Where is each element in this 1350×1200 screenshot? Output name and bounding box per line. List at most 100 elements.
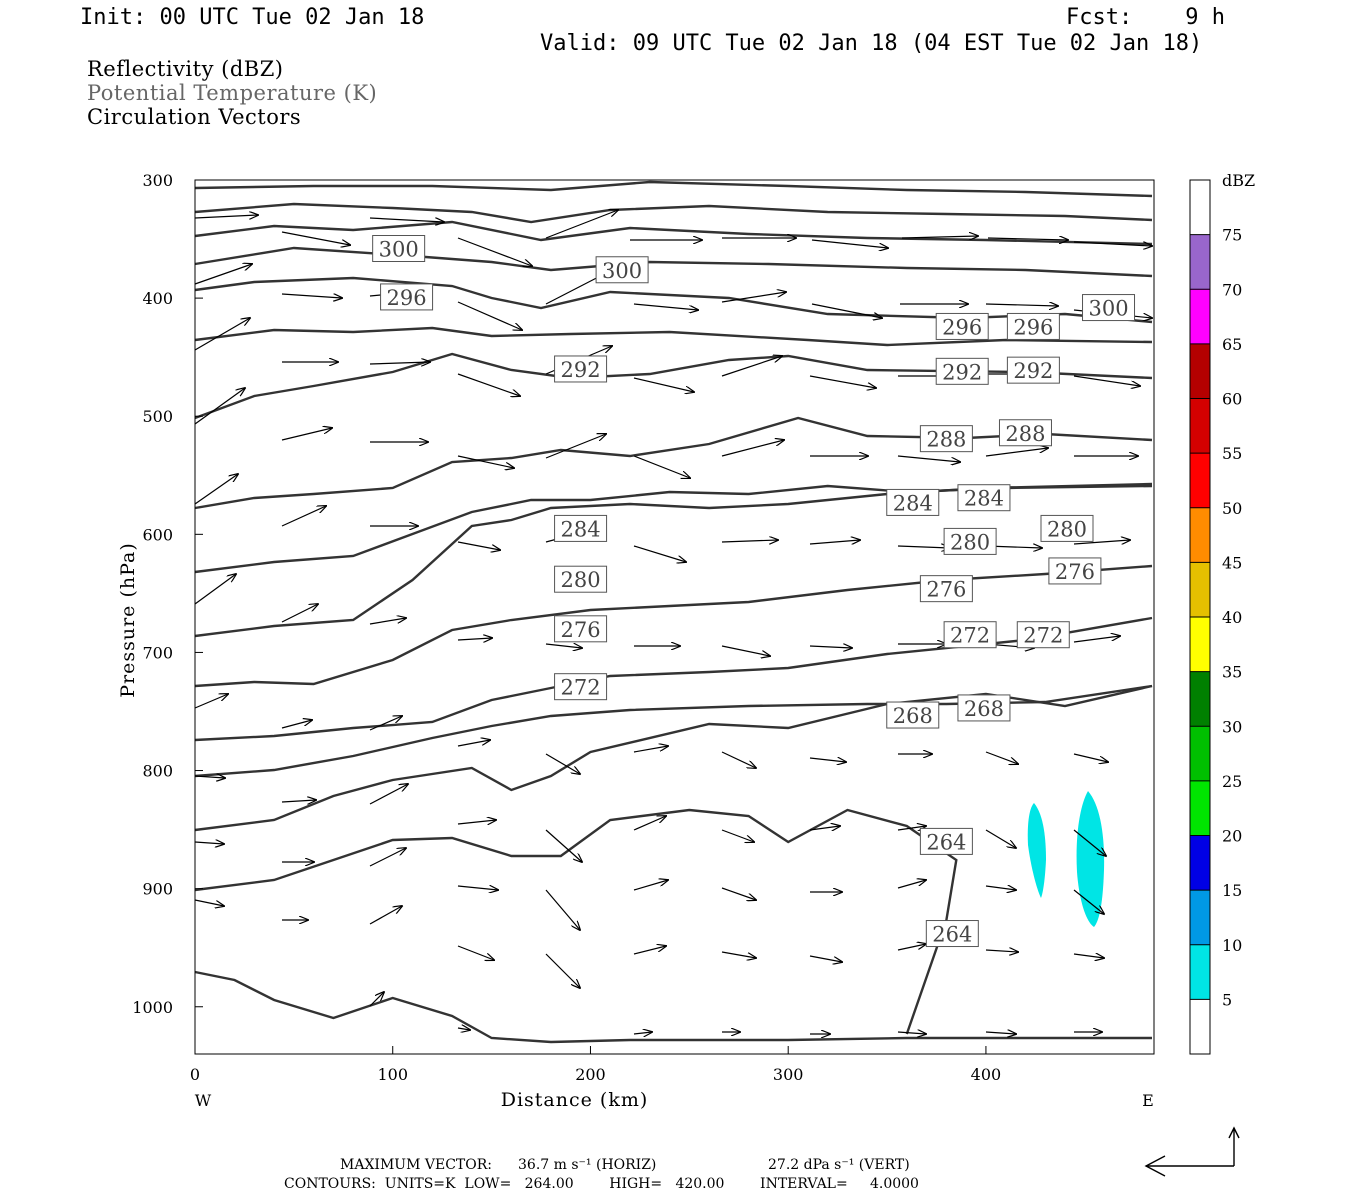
contour-label: 300: [602, 259, 642, 283]
wind-vector: [985, 448, 1048, 457]
colorbar-label: 50: [1222, 499, 1242, 518]
wind-vector: [633, 946, 666, 955]
wind-vector: [897, 880, 926, 889]
colorbar-label: 35: [1222, 663, 1242, 682]
contours-info: CONTOURS: UNITS=K LOW= 264.00 HIGH= 420.…: [284, 1176, 919, 1192]
contour-label-box: [886, 488, 940, 516]
contour-label-box: [943, 621, 997, 649]
contour-label-box: [998, 419, 1052, 447]
wind-vector: [457, 945, 494, 960]
colorbar-segment: [1190, 726, 1210, 781]
wind-vector: [545, 753, 580, 774]
wind-vector: [985, 1032, 1016, 1034]
contour-label-box: [935, 357, 989, 385]
wind-vector: [457, 541, 500, 550]
y-tick-label: 300: [142, 171, 173, 190]
wind-vector: [457, 237, 532, 266]
x-tick-label: 100: [377, 1065, 408, 1084]
wind-vector: [1073, 375, 1140, 386]
forecast-hour: Fcst: 9 h: [1066, 5, 1225, 30]
y-tick-label: 700: [142, 643, 173, 662]
wind-vector: [194, 899, 224, 906]
title-circulation-vectors: Circulation Vectors: [87, 105, 302, 129]
wind-vector: [369, 716, 402, 731]
contour-label: 264: [932, 923, 972, 947]
wind-vector: [897, 944, 926, 951]
wind-vector: [369, 217, 444, 222]
contour-label-box: [372, 235, 426, 263]
wind-vector: [721, 751, 756, 768]
contour-label: 284: [561, 517, 601, 541]
wind-vector: [194, 318, 250, 351]
colorbar: 5 10 15 20 25 30 35 40 45 50 55 60 65 70 75 dBZ: [1189, 171, 1255, 1055]
contour-label: 288: [1005, 422, 1045, 446]
theta-contour-line: [194, 564, 1153, 688]
contour-label: 292: [1013, 359, 1053, 383]
wind-vector: [457, 638, 492, 640]
wind-vector: [985, 829, 1016, 848]
colorbar-segment: [1190, 780, 1210, 836]
contour-label-box: [886, 701, 940, 729]
wind-vector: [194, 574, 236, 605]
wind-vector: [281, 800, 316, 802]
contour-label: 284: [964, 487, 1004, 511]
wind-vector: [1073, 829, 1106, 856]
y-tick-label: 1000: [132, 998, 173, 1017]
contour-label-box: [380, 283, 434, 311]
contour-label: 296: [1013, 315, 1053, 339]
title-potential-temperature: Potential Temperature (K): [87, 81, 378, 105]
colorbar-segment: [1190, 944, 1210, 1000]
colorbar-segment: [1190, 343, 1210, 399]
wind-vector: [1073, 954, 1104, 958]
contour-label-box: [1040, 514, 1094, 542]
colorbar-segment: [1190, 507, 1210, 563]
max-vector-horiz: 36.7 m s⁻¹ (HORIZ): [518, 1157, 657, 1173]
contour-label: 268: [893, 704, 933, 728]
wind-vector: [809, 758, 846, 762]
wind-vector: [457, 1028, 470, 1030]
wind-vector: [281, 293, 342, 298]
colorbar-segment: [1190, 671, 1210, 727]
contour-label-box: [1016, 621, 1070, 649]
wind-vector: [457, 740, 490, 747]
x-tick-label: 0: [190, 1065, 200, 1084]
colorbar-label: 40: [1222, 608, 1242, 627]
wind-vector: [457, 820, 496, 824]
wind-vector: [811, 303, 882, 318]
contour-label-box: [554, 673, 608, 701]
wind-vector: [633, 746, 668, 753]
init-time: Init: 00 UTC Tue 02 Jan 18: [80, 5, 425, 30]
wind-vector: [194, 694, 228, 709]
contour-label-box: [1082, 294, 1136, 322]
colorbar-label: 55: [1222, 444, 1242, 463]
contour-label-box: [1006, 356, 1060, 384]
wind-vector: [633, 545, 686, 562]
y-tick-label: 400: [142, 289, 173, 308]
wind-vector: [1073, 241, 1152, 246]
colorbar-segment: [1190, 562, 1210, 617]
wind-vector: [281, 720, 312, 729]
colorbar-segment: [1190, 289, 1210, 344]
wind-vector: [897, 455, 960, 462]
wind-vector: [281, 428, 332, 441]
contour-label-box: [957, 484, 1011, 512]
wind-vector: [985, 751, 1018, 764]
contour-label-box: [919, 827, 973, 855]
reflectivity-cell: [1076, 791, 1105, 927]
wind-vector: [633, 1032, 652, 1034]
contour-label-box: [943, 527, 997, 555]
wind-vector: [457, 455, 514, 468]
x-tick-label: 300: [773, 1065, 804, 1084]
colorbar-label: 20: [1222, 827, 1242, 846]
max-vector-vert: 27.2 dPa s⁻¹ (VERT): [768, 1157, 910, 1173]
contour-label: 292: [561, 358, 601, 382]
wind-vector: [281, 604, 318, 623]
x-tick-label: 200: [575, 1065, 606, 1084]
contour-label: 280: [561, 568, 601, 592]
contour-label: 296: [942, 315, 982, 339]
contour-label: 280: [1047, 517, 1087, 541]
theta-contour-line: [194, 326, 1153, 347]
colorbar-segment: [1190, 890, 1210, 945]
wind-vector: [545, 953, 580, 988]
wind-vector: [985, 886, 1016, 890]
